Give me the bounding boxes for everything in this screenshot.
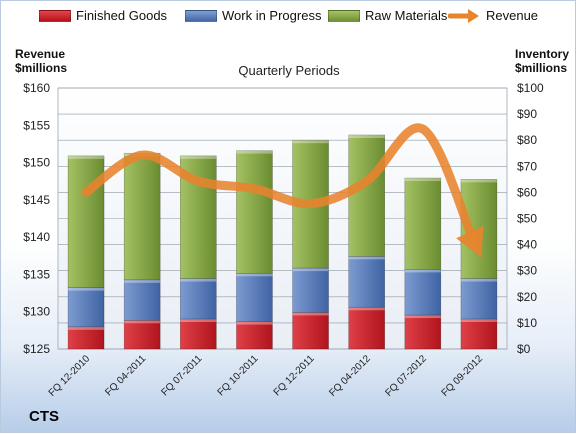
bar-segment xyxy=(461,319,497,349)
x-tick-label: FQ 04-2011 xyxy=(103,353,148,398)
company-ticker: CTS xyxy=(29,408,59,425)
bar-segment-highlight xyxy=(68,288,104,291)
bar-segment xyxy=(236,322,272,349)
bar-segment-highlight xyxy=(180,279,216,282)
left-tick-label: $135 xyxy=(23,267,50,281)
bar-segment-highlight xyxy=(180,156,216,159)
right-tick-label: $100 xyxy=(517,81,544,95)
right-tick-label: $60 xyxy=(517,185,537,199)
bar-segment-highlight xyxy=(68,327,104,330)
bar-segment-highlight xyxy=(349,307,385,310)
x-tick-label: FQ 12-2011 xyxy=(272,353,317,398)
left-tick-label: $155 xyxy=(23,118,50,132)
bar-segment-highlight xyxy=(236,151,272,154)
left-tick-label: $150 xyxy=(23,156,50,170)
bar-segment xyxy=(124,153,160,280)
left-tick-label: $160 xyxy=(23,81,50,95)
right-tick-label: $20 xyxy=(517,290,537,304)
bar-segment xyxy=(180,319,216,349)
bar-segment-highlight xyxy=(124,280,160,283)
right-tick-label: $0 xyxy=(517,342,531,356)
bar-segment xyxy=(405,315,441,349)
x-tick-label: FQ 07-2012 xyxy=(383,353,429,399)
left-tick-label: $130 xyxy=(23,305,50,319)
bar-segment-highlight xyxy=(293,140,329,143)
right-tick-label: $40 xyxy=(517,238,537,252)
bar-segment-highlight xyxy=(349,256,385,259)
x-tick-label: FQ 10-2011 xyxy=(216,353,261,398)
right-tick-label: $70 xyxy=(517,159,537,173)
bar-segment xyxy=(68,288,104,327)
right-tick-label: $10 xyxy=(517,316,537,330)
bar-segment xyxy=(405,269,441,315)
bar-segment xyxy=(349,256,385,307)
left-tick-label: $145 xyxy=(23,193,50,207)
bar-segment-highlight xyxy=(293,312,329,315)
left-tick-label: $125 xyxy=(23,342,50,356)
bar-segment-highlight xyxy=(461,179,497,182)
x-tick-label: FQ 09-2012 xyxy=(440,353,486,399)
bar-segment-highlight xyxy=(180,319,216,322)
right-tick-label: $50 xyxy=(517,212,537,226)
bar-segment xyxy=(293,312,329,349)
bar-segment-highlight xyxy=(236,273,272,276)
bar-segment-highlight xyxy=(68,156,104,159)
bar-segment xyxy=(349,307,385,349)
bar-segment-highlight xyxy=(405,315,441,318)
bar-segment-highlight xyxy=(349,135,385,138)
bar-segment-highlight xyxy=(461,279,497,282)
bar-segment xyxy=(349,135,385,256)
x-tick-label: FQ 12-2010 xyxy=(47,353,93,399)
bar-segment xyxy=(124,280,160,320)
left-tick-label: $140 xyxy=(23,230,50,244)
bar-segment-highlight xyxy=(461,319,497,322)
x-tick-label: FQ 04-2012 xyxy=(327,353,373,399)
bar-segment xyxy=(461,279,497,319)
bar-segment xyxy=(124,320,160,349)
bar-segment xyxy=(405,178,441,269)
bar-segment-highlight xyxy=(124,320,160,323)
x-tick-label: FQ 07-2011 xyxy=(159,353,204,398)
bar-segment-highlight xyxy=(405,269,441,272)
bar-segment xyxy=(68,156,104,288)
bar-segment-highlight xyxy=(405,178,441,181)
right-tick-label: $90 xyxy=(517,107,537,121)
right-tick-label: $30 xyxy=(517,264,537,278)
bar-segment-highlight xyxy=(293,268,329,271)
bar-segment xyxy=(236,273,272,321)
right-tick-label: $80 xyxy=(517,133,537,147)
bar-segment xyxy=(180,279,216,319)
bar-segment xyxy=(236,151,272,274)
bar-segment-highlight xyxy=(236,322,272,325)
bar-segment xyxy=(293,268,329,312)
bar-segment xyxy=(68,327,104,349)
